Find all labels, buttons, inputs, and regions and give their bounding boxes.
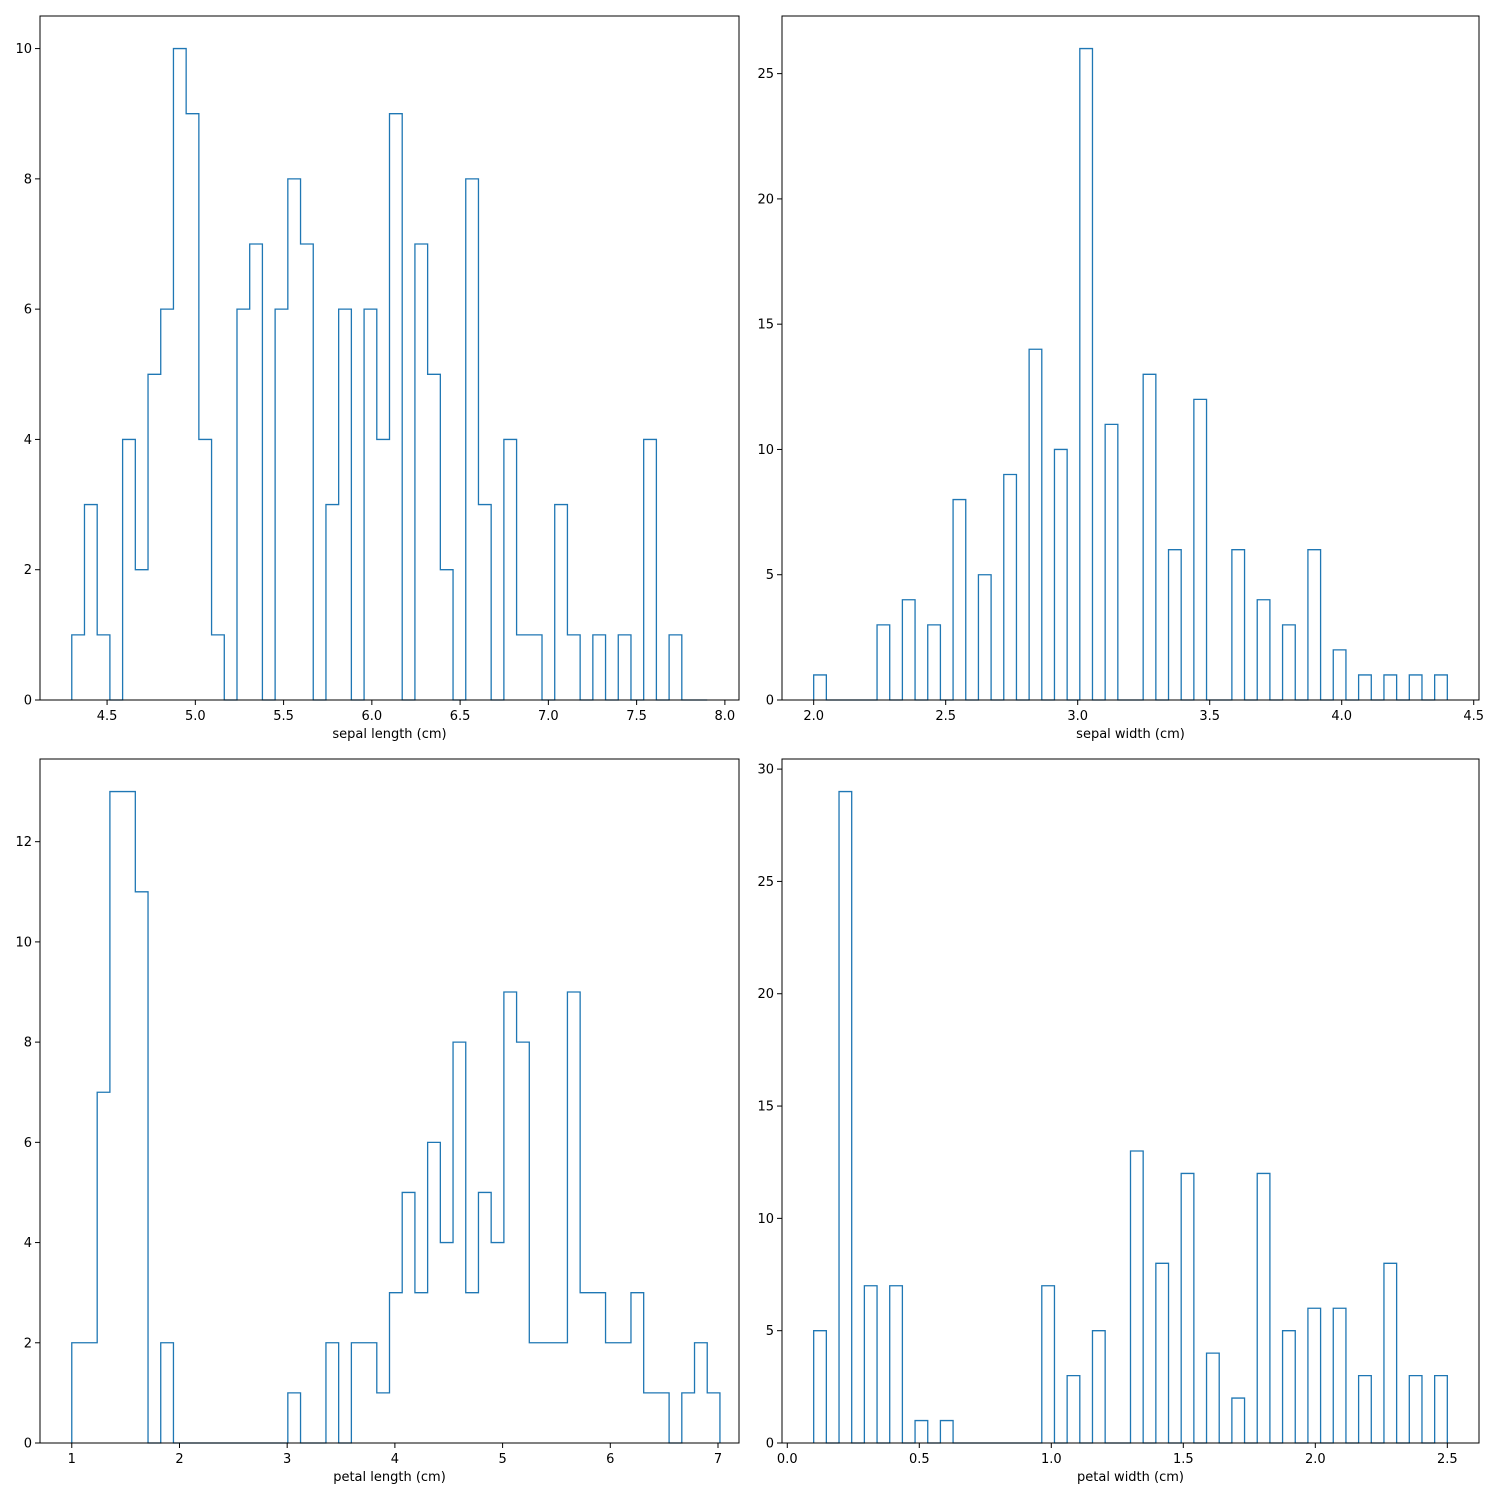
y-tick-label: 6 [24,1136,32,1151]
x-tick-label: 4.5 [1463,709,1484,724]
y-tick-label: 4 [24,1236,32,1251]
x-axis-label: petal length (cm) [333,1470,446,1485]
x-tick-label: 2.5 [935,709,956,724]
x-tick-label: 2.0 [1305,1452,1326,1467]
x-axis-label: sepal length (cm) [332,727,446,742]
y-tick-label: 6 [24,303,32,318]
x-tick-label: 7.0 [538,709,559,724]
x-tick-label: 2.5 [1437,1452,1458,1467]
x-axis-label: sepal width (cm) [1076,727,1185,742]
histogram-panel: 4.5 5.0 5.5 6.0 6.5 7.0 7.5 8.0 0 2 4 6 8 10 sepal len… [15,15,740,742]
y-tick-label: 10 [757,1212,774,1227]
y-tick-label: 10 [15,935,32,950]
y-tick-label: 4 [24,433,32,448]
y-tick-label: 0 [766,1437,774,1452]
y-tick-label: 10 [757,443,774,458]
y-tick-label: 2 [24,1336,32,1351]
histogram-panel: 0.0 0.5 1.0 1.5 2.0 2.5 0 5 10 15 20 25 30 petal widt… [757,758,1480,1485]
x-tick-label: 0.0 [777,1452,798,1467]
x-tick-label: 6.0 [362,709,383,724]
axes-frame [781,15,1480,701]
y-tick-label: 30 [757,763,774,778]
y-tick-label: 5 [766,568,774,583]
axes-frame [39,15,740,701]
histogram-series [71,47,708,701]
x-tick-label: 3.0 [1067,709,1088,724]
y-tick-label: 0 [24,694,32,709]
axes-frame [781,758,1480,1444]
x-axis-label: petal width (cm) [1077,1470,1184,1485]
histogram-series [71,790,721,1444]
x-tick-label: 1 [68,1452,76,1467]
x-tick-label: 2.0 [803,709,824,724]
y-tick-label: 0 [24,1437,32,1452]
y-tick-label: 8 [24,172,32,187]
x-tick-label: 4.5 [97,709,118,724]
y-tick-label: 25 [757,875,774,890]
y-tick-label: 25 [757,67,774,82]
y-tick-label: 2 [24,563,32,578]
x-tick-label: 0.5 [909,1452,930,1467]
y-tick-label: 15 [757,318,774,333]
histogram-series [813,790,1448,1444]
axes-frame [39,758,740,1444]
y-tick-label: 8 [24,1036,32,1051]
x-tick-label: 8.0 [715,709,736,724]
x-tick-label: 1.0 [1041,1452,1062,1467]
y-tick-label: 5 [766,1324,774,1339]
x-tick-label: 3.5 [1199,709,1220,724]
x-tick-label: 5.5 [273,709,294,724]
y-tick-label: 10 [15,42,32,57]
x-tick-label: 5.0 [185,709,206,724]
x-tick-label: 5 [498,1452,506,1467]
x-tick-label: 4 [391,1452,399,1467]
y-tick-label: 15 [757,1100,774,1115]
x-tick-label: 7.5 [626,709,647,724]
x-tick-label: 1.5 [1173,1452,1194,1467]
x-tick-label: 2 [175,1452,183,1467]
histogram-series [813,47,1448,701]
y-tick-label: 12 [15,835,32,850]
x-tick-label: 4.0 [1331,709,1352,724]
y-tick-label: 0 [766,694,774,709]
histogram-panel: 2.0 2.5 3.0 3.5 4.0 4.5 0 5 10 15 20 25 sepal width … [757,15,1484,742]
y-tick-label: 20 [757,987,774,1002]
y-tick-label: 20 [757,192,774,207]
x-tick-label: 7 [714,1452,722,1467]
x-tick-label: 3 [283,1452,291,1467]
x-tick-label: 6 [606,1452,614,1467]
x-tick-label: 6.5 [450,709,471,724]
